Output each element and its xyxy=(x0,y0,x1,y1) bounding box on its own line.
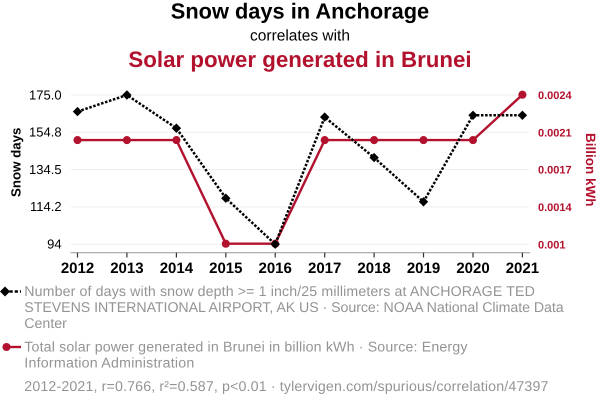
svg-text:Information Administration: Information Administration xyxy=(24,356,194,372)
svg-text:Center: Center xyxy=(24,316,67,332)
svg-text:0.0024: 0.0024 xyxy=(538,90,573,102)
svg-text:2021: 2021 xyxy=(506,260,539,277)
svg-text:0.001: 0.001 xyxy=(538,239,566,251)
svg-text:0.0014: 0.0014 xyxy=(538,202,573,214)
svg-text:Total solar power generated in: Total solar power generated in Brunei in… xyxy=(24,340,468,356)
svg-text:94: 94 xyxy=(47,237,61,252)
svg-text:Number of days with snow depth: Number of days with snow depth >= 1 inch… xyxy=(24,284,535,300)
svg-text:Snow days in Anchorage: Snow days in Anchorage xyxy=(171,0,429,24)
svg-text:correlates with: correlates with xyxy=(250,28,350,45)
svg-text:Billion kWh: Billion kWh xyxy=(583,133,598,207)
svg-text:2017: 2017 xyxy=(308,260,341,277)
svg-text:Solar power generated in Brune: Solar power generated in Brunei xyxy=(128,47,471,72)
svg-text:2014: 2014 xyxy=(160,260,194,277)
svg-text:2019: 2019 xyxy=(407,260,440,277)
svg-text:175.0: 175.0 xyxy=(29,87,62,102)
svg-text:2013: 2013 xyxy=(110,260,143,277)
svg-text:2016: 2016 xyxy=(259,260,292,277)
svg-text:2015: 2015 xyxy=(209,260,242,277)
svg-text:114.2: 114.2 xyxy=(30,199,62,214)
svg-text:Snow days: Snow days xyxy=(8,128,23,197)
svg-text:2012-2021, r=0.766, r²=0.587,: 2012-2021, r=0.766, r²=0.587, p<0.01 · t… xyxy=(24,379,548,395)
svg-text:2012: 2012 xyxy=(61,260,94,277)
svg-text:STEVENS INTERNATIONAL AIRPORT,: STEVENS INTERNATIONAL AIRPORT, AK US · S… xyxy=(24,300,563,316)
svg-text:2018: 2018 xyxy=(357,260,390,277)
svg-text:0.0021: 0.0021 xyxy=(538,127,572,139)
svg-text:134.5: 134.5 xyxy=(29,162,62,177)
svg-text:0.0017: 0.0017 xyxy=(538,165,572,177)
svg-text:2020: 2020 xyxy=(456,260,489,277)
svg-text:154.8: 154.8 xyxy=(29,125,62,140)
